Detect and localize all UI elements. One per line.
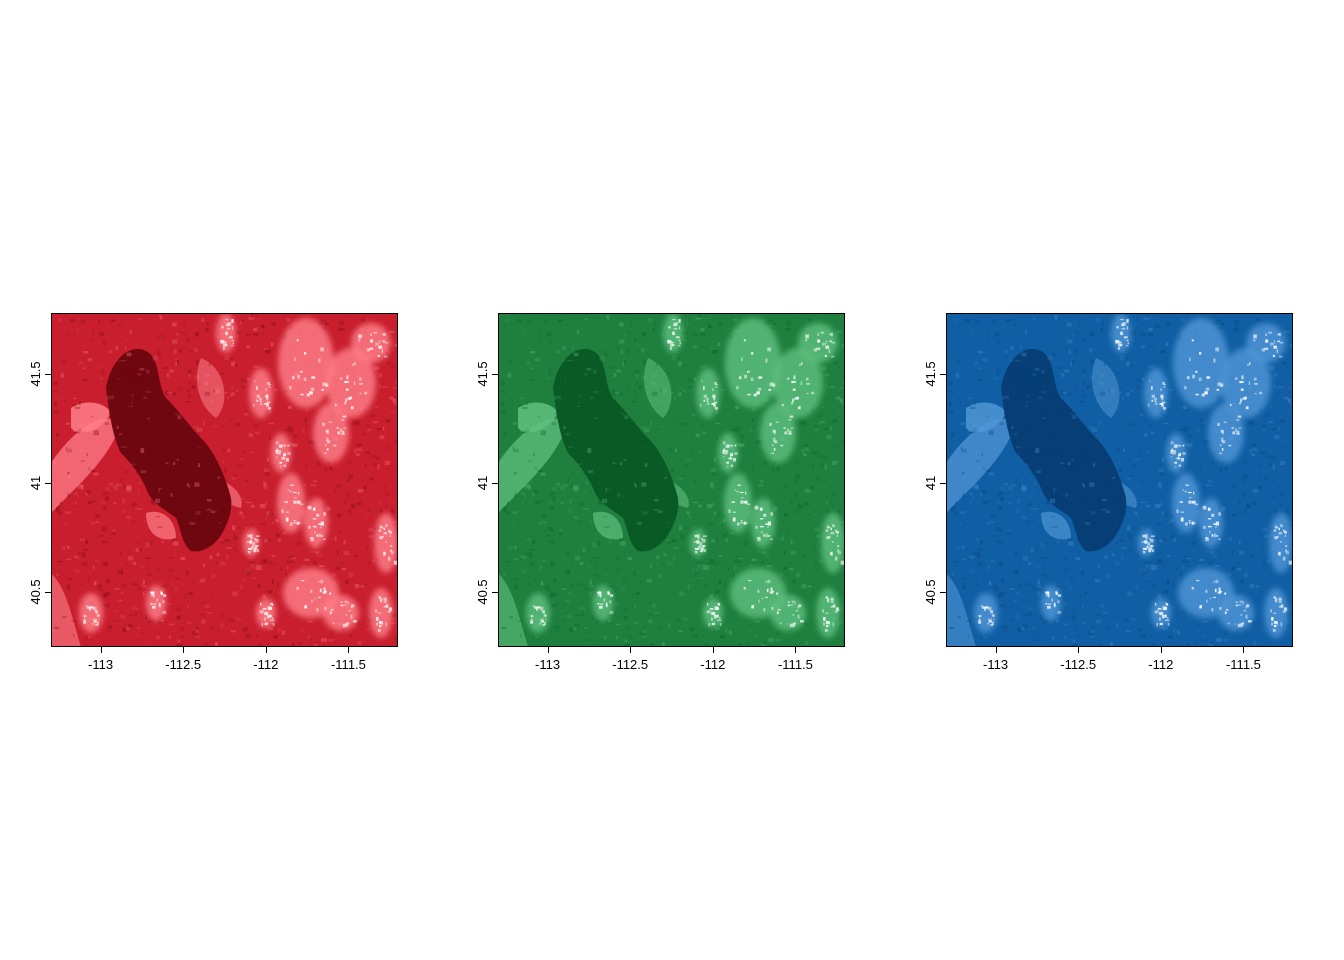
x-tick bbox=[183, 647, 185, 653]
x-tick bbox=[995, 647, 997, 653]
x-tick-label: -112 bbox=[1148, 657, 1174, 672]
salt-flat-west bbox=[51, 418, 121, 513]
x-tick bbox=[1160, 647, 1162, 653]
x-tick-label: -113 bbox=[88, 657, 114, 672]
x-tick-label: -113 bbox=[983, 657, 1009, 672]
snow-peaks bbox=[978, 319, 1293, 632]
great-salt-lake bbox=[106, 348, 232, 552]
y-tick-label: 41.5 bbox=[28, 361, 43, 387]
x-tick-label: -112.5 bbox=[612, 657, 649, 672]
mudflat-north bbox=[196, 358, 225, 418]
lake-north-arm bbox=[563, 367, 598, 390]
x-tick-label: -112 bbox=[253, 657, 279, 672]
y-tick bbox=[45, 483, 51, 485]
x-tick-label: -111.5 bbox=[1225, 657, 1261, 672]
x-tick bbox=[630, 647, 632, 653]
y-tick-label: 40.5 bbox=[923, 579, 938, 606]
map-panel-blue: -113 -112.5 -112 -111.5 41.5 41 40.5 bbox=[923, 313, 1293, 672]
x-tick bbox=[100, 647, 102, 653]
x-tick bbox=[1243, 647, 1245, 653]
mountain-highlights bbox=[526, 313, 845, 638]
island-patch bbox=[593, 511, 623, 540]
y-tick-label: 40.5 bbox=[28, 579, 43, 606]
raster-image-green bbox=[498, 313, 845, 647]
bright-patch-west bbox=[966, 402, 1006, 433]
x-tick-label: -111.5 bbox=[330, 657, 366, 672]
y-tick-label: 41.5 bbox=[923, 361, 938, 387]
y-tick bbox=[940, 483, 946, 485]
salt-flat-southwest bbox=[51, 573, 81, 647]
salt-flat-southwest bbox=[498, 573, 528, 647]
raster-image-blue bbox=[946, 313, 1293, 647]
x-tick-label: -111.5 bbox=[777, 657, 813, 672]
x-tick bbox=[265, 647, 267, 653]
y-tick bbox=[492, 483, 498, 485]
x-tick-label: -112.5 bbox=[1060, 657, 1097, 672]
y-tick-label: 40.5 bbox=[475, 579, 490, 606]
y-tick bbox=[492, 374, 498, 376]
y-tick bbox=[940, 592, 946, 594]
y-tick-label: 41 bbox=[923, 476, 938, 491]
x-tick bbox=[795, 647, 797, 653]
mudflat-north bbox=[1091, 358, 1120, 418]
salt-flat-west bbox=[946, 418, 1016, 513]
map-panel-green: -113 -112.5 -112 -111.5 41.5 41 40.5 bbox=[475, 313, 845, 672]
x-tick bbox=[1078, 647, 1080, 653]
y-tick bbox=[492, 592, 498, 594]
x-tick-label: -112.5 bbox=[165, 657, 202, 672]
x-tick bbox=[712, 647, 714, 653]
great-salt-lake bbox=[1001, 348, 1127, 552]
island-patch bbox=[146, 511, 176, 540]
island-patch bbox=[1041, 511, 1071, 540]
great-salt-lake bbox=[553, 348, 679, 552]
lake-north-arm bbox=[1011, 367, 1046, 390]
salt-flat-west bbox=[498, 418, 568, 513]
mountain-highlights bbox=[79, 313, 398, 638]
map-panel-red: -113 -112.5 -112 -111.5 41.5 41 40.5 bbox=[28, 313, 398, 672]
raster-image-red bbox=[51, 313, 398, 647]
y-tick bbox=[940, 374, 946, 376]
y-tick bbox=[45, 374, 51, 376]
mudflat-north bbox=[643, 358, 672, 418]
x-tick bbox=[547, 647, 549, 653]
salt-flat-southwest bbox=[946, 573, 976, 647]
lake-north-arm bbox=[116, 367, 151, 390]
y-tick bbox=[45, 592, 51, 594]
bright-patch-west bbox=[71, 402, 111, 433]
bright-patch-west bbox=[518, 402, 558, 433]
snow-peaks bbox=[83, 319, 398, 632]
y-tick-label: 41 bbox=[28, 476, 43, 491]
y-tick-label: 41 bbox=[475, 476, 490, 491]
x-tick-label: -112 bbox=[700, 657, 726, 672]
x-tick-label: -113 bbox=[535, 657, 561, 672]
x-tick bbox=[348, 647, 350, 653]
snow-peaks bbox=[530, 319, 845, 632]
y-tick-label: 41.5 bbox=[475, 361, 490, 387]
